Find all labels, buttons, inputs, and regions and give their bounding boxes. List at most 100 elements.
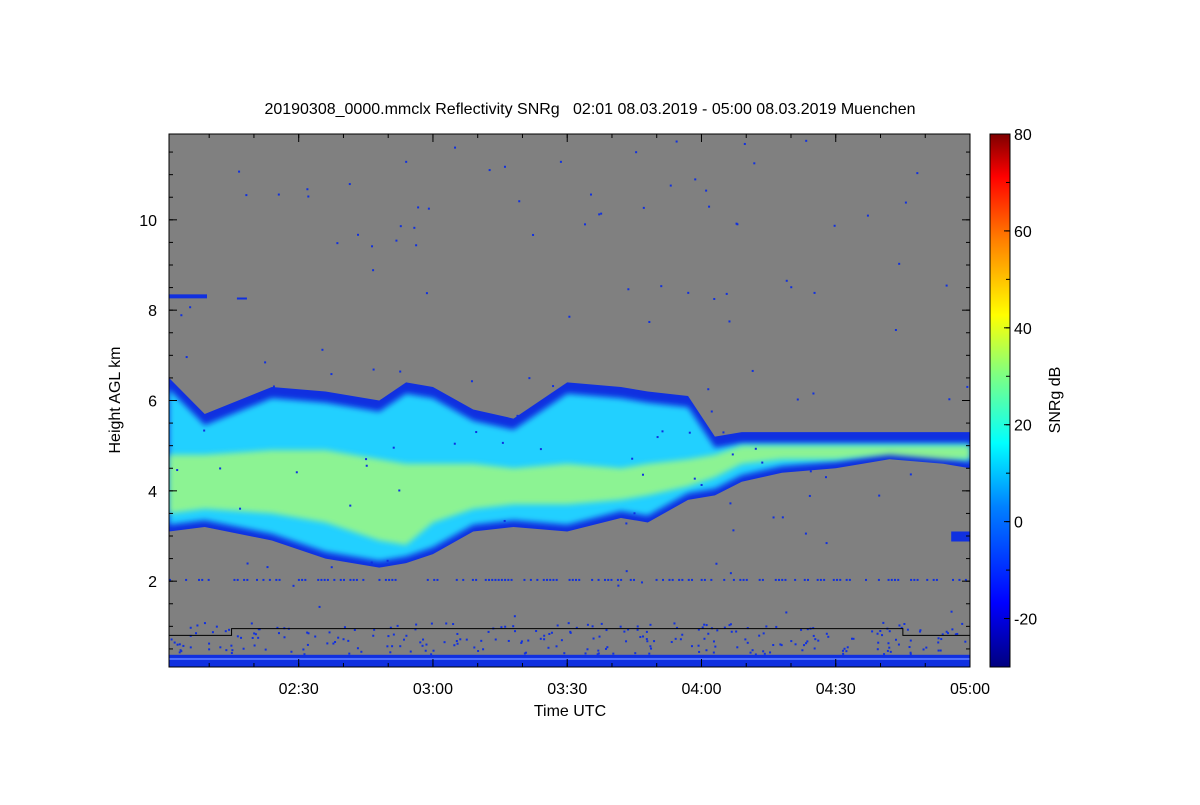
- artefact-patch: [951, 531, 970, 542]
- ground-speck: [730, 630, 733, 633]
- noise-speck: [372, 269, 375, 272]
- noise-speck: [321, 348, 324, 351]
- noise-speck: [669, 184, 672, 187]
- noise-speck: [365, 464, 368, 467]
- ground-speck: [735, 630, 738, 633]
- artefact-dot: [890, 578, 893, 581]
- ground-speck: [396, 624, 399, 627]
- ground-speck: [425, 643, 428, 646]
- noise-speck: [185, 356, 188, 359]
- artefact-dot: [823, 578, 826, 581]
- ground-speck: [842, 652, 845, 655]
- ground-speck: [888, 630, 891, 633]
- noise-speck: [813, 291, 816, 294]
- ground-speck: [909, 651, 912, 654]
- ground-speck: [716, 629, 719, 632]
- noise-speck: [370, 561, 373, 564]
- ground-speck: [876, 632, 879, 635]
- noise-speck: [809, 470, 812, 473]
- noise-speck: [295, 471, 298, 474]
- noise-speck: [675, 140, 678, 143]
- ground-speck: [790, 640, 793, 643]
- ground-speck: [514, 630, 517, 633]
- ground-speck: [373, 628, 376, 631]
- noise-speck: [306, 188, 309, 191]
- artefact-dot: [678, 578, 681, 581]
- ground-speck: [670, 641, 673, 644]
- cloud-layer: [169, 377, 970, 568]
- noise-speck: [398, 489, 401, 492]
- ground-speck: [592, 637, 595, 640]
- noise-speck: [277, 193, 280, 196]
- artefact-dot: [201, 578, 204, 581]
- ground-speck: [520, 640, 523, 643]
- artefact-dot: [887, 578, 890, 581]
- noise-speck: [292, 584, 295, 587]
- ground-speck: [597, 652, 600, 655]
- ground-speck: [402, 638, 405, 641]
- noise-speck: [180, 314, 183, 317]
- ground-speck: [512, 625, 515, 628]
- ground-speck: [898, 624, 901, 627]
- noise-speck: [532, 233, 535, 236]
- colorbar-tick-label: 40: [1014, 321, 1032, 338]
- ground-speck: [189, 626, 192, 629]
- ground-speck: [845, 650, 848, 653]
- artefact-dot: [700, 578, 703, 581]
- noise-speck: [445, 622, 448, 625]
- ground-speck: [841, 649, 844, 652]
- artefact-dot: [301, 578, 304, 581]
- artefact-dot: [343, 578, 346, 581]
- ground-speck: [728, 624, 731, 627]
- artefact-dot: [964, 578, 967, 581]
- ground-speck: [584, 652, 587, 655]
- ground-speck: [714, 645, 717, 648]
- ground-speck: [606, 646, 609, 649]
- ground-speck: [597, 649, 600, 652]
- ground-speck: [925, 646, 928, 649]
- artefact-dot: [807, 578, 810, 581]
- noise-speck: [648, 320, 651, 323]
- ground-speck: [698, 650, 701, 653]
- ground-speck: [941, 633, 944, 636]
- artefact-dot: [662, 578, 665, 581]
- ground-speck: [625, 640, 628, 643]
- ground-speck: [569, 630, 572, 633]
- artefact-dot: [578, 578, 581, 581]
- artefact-dot: [529, 578, 532, 581]
- ground-speck: [314, 635, 317, 638]
- noise-speck: [808, 494, 811, 497]
- artefact-dot: [236, 578, 239, 581]
- ground-speck: [477, 649, 480, 652]
- artefact-dot: [571, 578, 574, 581]
- noise-speck: [631, 457, 634, 460]
- artefact-dot: [536, 578, 539, 581]
- artefact-dot: [739, 578, 742, 581]
- ground-speck: [547, 646, 550, 649]
- ground-speck: [387, 635, 390, 638]
- artefact-dot: [803, 578, 806, 581]
- ground-speck: [877, 641, 880, 644]
- ground-speck: [744, 638, 747, 641]
- ground-speck: [328, 631, 331, 634]
- noise-speck: [453, 442, 456, 445]
- noise-speck: [754, 447, 757, 450]
- artefact-dot: [575, 578, 578, 581]
- noise-speck: [528, 377, 531, 380]
- artefact-dot: [913, 578, 916, 581]
- y-tick-label: 10: [139, 213, 157, 230]
- x-tick-label: 05:00: [950, 681, 990, 698]
- noise-speck: [415, 244, 418, 247]
- artefact-dot: [384, 578, 387, 581]
- ground-speck: [676, 626, 679, 629]
- artefact-patch: [236, 297, 247, 300]
- noise-speck: [395, 239, 398, 242]
- chart-title: 20190308_0000.mmclx Reflectivity SNRg 02…: [264, 101, 915, 118]
- noise-speck: [660, 285, 663, 288]
- ground-speck: [386, 645, 389, 648]
- ground-speck: [257, 636, 260, 639]
- noise-speck: [348, 183, 351, 186]
- artefact-dot: [433, 578, 436, 581]
- x-tick-label: 03:00: [413, 681, 453, 698]
